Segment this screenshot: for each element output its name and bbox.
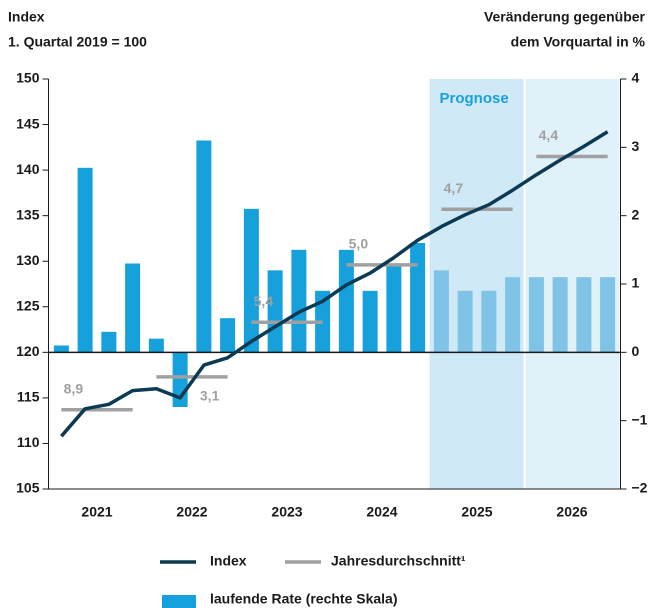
bar [267,270,283,353]
left-axis-title: Index [8,9,45,25]
average-label: 4,4 [539,127,559,143]
legend-label: laufende Rate (rechte Skala) [210,591,398,607]
y2-tick-label: −1 [632,411,648,427]
y-tick-label: 135 [16,206,40,222]
bar [552,277,568,353]
legend-label: Jahresdurchschnitt¹ [331,553,466,569]
bar [291,249,307,353]
bar [528,277,544,353]
bar [457,290,473,353]
bar [505,277,521,353]
average-label: 4,7 [444,180,464,196]
x-tick-label: 2022 [176,504,207,520]
right-axis-title: Veränderung gegenüber [484,9,646,25]
left-axis-title: 1. Quartal 2019 = 100 [8,34,147,50]
y-tick-label: 120 [16,343,40,359]
y-tick-label: 125 [16,297,40,313]
bar [576,277,592,353]
bar [386,263,402,353]
y2-tick-label: 3 [632,138,640,154]
bar [148,338,164,353]
y2-tick-label: 0 [632,343,640,359]
bar [243,208,259,353]
bar [362,290,378,353]
y-tick-label: 130 [16,252,40,268]
x-tick-label: 2024 [366,504,397,520]
bar [481,290,497,353]
legend-swatch [162,595,196,608]
average-label: 5,0 [349,236,369,252]
y2-tick-label: 4 [632,70,640,86]
y-tick-label: 105 [16,480,40,496]
forecast-label: Prognose [440,90,509,107]
average-label: 3,1 [200,388,220,404]
bar [77,167,93,353]
bar [410,243,426,353]
average-label: 8,9 [64,380,84,396]
y-tick-label: 115 [17,389,40,405]
bar [125,263,141,353]
right-axis-title: dem Vorquartal in % [511,34,646,50]
y2-tick-label: 2 [632,206,640,222]
bar [220,318,236,353]
y-tick-label: 110 [17,434,40,450]
bar [101,331,117,353]
y-tick-label: 150 [16,70,40,86]
y2-tick-label: −2 [632,480,648,496]
bar [53,345,69,353]
bar [433,270,449,353]
bar [196,140,212,353]
legend-label: Index [210,553,247,569]
y2-tick-label: 1 [632,275,640,291]
bar [338,249,354,353]
y-tick-label: 145 [16,115,40,131]
x-tick-label: 2021 [81,504,112,520]
x-tick-label: 2025 [461,504,492,520]
y-tick-label: 140 [16,161,40,177]
x-tick-label: 2026 [556,504,587,520]
average-label: 5,4 [254,293,274,309]
index-line [60,130,609,438]
x-tick-label: 2023 [271,504,302,520]
bar [600,277,616,353]
